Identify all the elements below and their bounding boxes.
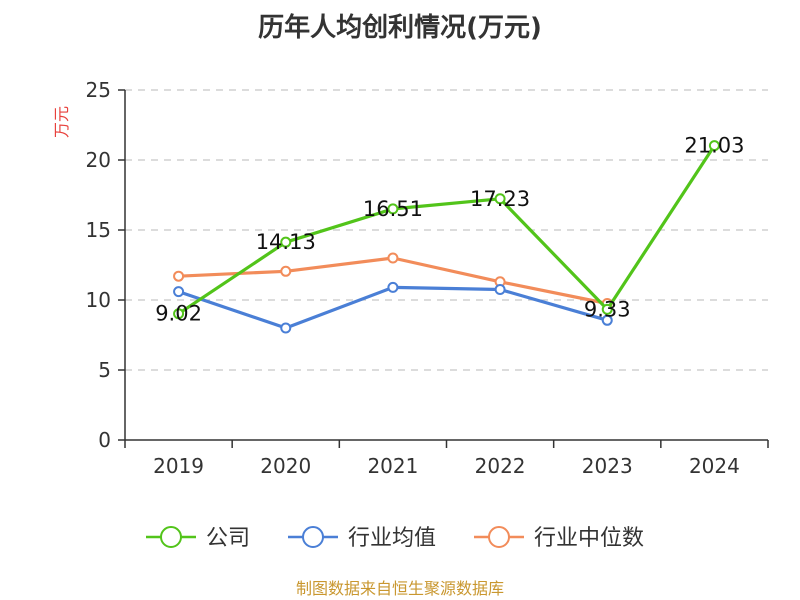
- y-tick-label: 5: [98, 358, 111, 382]
- x-tick-label: 2023: [582, 454, 633, 478]
- series-line-2: [177, 256, 609, 306]
- y-axis-label: 万元: [52, 106, 71, 138]
- chart-title: 历年人均创利情况(万元): [258, 12, 542, 43]
- data-point[interactable]: [387, 281, 399, 293]
- x-tick-label: 2020: [260, 454, 311, 478]
- legend[interactable]: 公司 行业均值 行业中位数: [146, 526, 644, 551]
- grid-lines: [125, 89, 768, 371]
- legend-label: 行业均值: [348, 526, 436, 551]
- data-point[interactable]: [387, 203, 399, 215]
- series-lines: [173, 140, 720, 334]
- y-tick-label: 25: [86, 78, 111, 102]
- data-label: 21.03: [684, 134, 744, 158]
- series-line-0: [177, 144, 716, 316]
- data-label: 17.23: [470, 187, 530, 211]
- data-label: 14.13: [256, 230, 316, 254]
- data-label: 9.02: [155, 302, 202, 326]
- series-line-1: [177, 285, 609, 330]
- legend-marker: [160, 526, 182, 548]
- data-point[interactable]: [173, 286, 185, 298]
- data-point[interactable]: [280, 322, 292, 334]
- y-tick-label: 10: [86, 288, 111, 312]
- data-point[interactable]: [173, 308, 185, 320]
- x-tick-label: 2021: [367, 454, 418, 478]
- source-note: 制图数据来自恒生聚源数据库: [296, 579, 504, 598]
- data-point[interactable]: [494, 193, 506, 205]
- legend-marker: [488, 526, 510, 548]
- data-point[interactable]: [708, 140, 720, 152]
- data-point[interactable]: [280, 265, 292, 277]
- y-tick-label: 0: [98, 428, 111, 452]
- legend-label: 公司: [206, 526, 250, 551]
- data-point[interactable]: [387, 252, 399, 264]
- data-point[interactable]: [601, 303, 613, 315]
- legend-item-2[interactable]: 行业中位数: [474, 526, 644, 551]
- data-label: 16.51: [363, 197, 423, 221]
- legend-label: 行业中位数: [534, 526, 644, 551]
- data-point[interactable]: [280, 236, 292, 248]
- legend-item-1[interactable]: 行业均值: [288, 526, 436, 551]
- legend-item-0[interactable]: 公司: [146, 526, 250, 551]
- axes: 0 5 10 15 20 25 2019 2020 2021 2022 2023 2024: [86, 78, 769, 478]
- data-point[interactable]: [494, 284, 506, 295]
- legend-marker: [302, 526, 324, 548]
- data-labels: 9.02 14.13 16.51 17.23 9.33 21.03: [155, 134, 744, 326]
- x-tick-label: 2022: [475, 454, 526, 478]
- data-label: 9.33: [584, 297, 631, 321]
- data-point[interactable]: [601, 314, 613, 326]
- x-tick-label: 2019: [153, 454, 204, 478]
- x-tick-label: 2024: [689, 454, 740, 478]
- data-point[interactable]: [173, 270, 185, 282]
- y-tick-label: 15: [86, 218, 111, 242]
- y-tick-label: 20: [86, 148, 111, 172]
